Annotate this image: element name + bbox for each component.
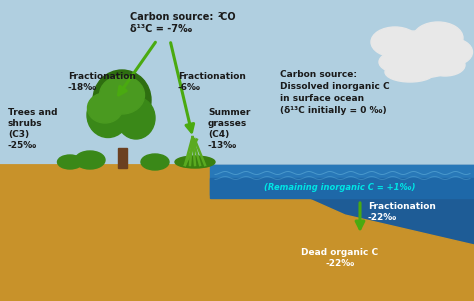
Ellipse shape	[379, 51, 421, 73]
Text: -6‰: -6‰	[178, 83, 201, 92]
Polygon shape	[210, 165, 474, 195]
Text: in surface ocean: in surface ocean	[280, 94, 364, 103]
Text: Carbon source:  CO: Carbon source: CO	[130, 12, 236, 22]
Text: grasses: grasses	[208, 119, 247, 128]
Ellipse shape	[398, 52, 453, 77]
Text: (Remaining inorganic C = +1‰): (Remaining inorganic C = +1‰)	[264, 184, 416, 193]
Ellipse shape	[371, 27, 419, 57]
Text: Fractionation: Fractionation	[368, 202, 436, 211]
Ellipse shape	[57, 155, 82, 169]
Polygon shape	[210, 165, 474, 301]
Text: Trees and: Trees and	[8, 108, 57, 117]
Text: -25‰: -25‰	[8, 141, 37, 150]
Ellipse shape	[385, 62, 435, 82]
Text: 2: 2	[218, 12, 223, 18]
Bar	[118, 148, 127, 168]
Text: Dead organic C: Dead organic C	[301, 248, 379, 257]
Polygon shape	[210, 178, 474, 198]
Ellipse shape	[425, 54, 465, 76]
Ellipse shape	[93, 70, 151, 130]
Text: Fractionation: Fractionation	[178, 72, 246, 81]
Text: Dissolved inorganic C: Dissolved inorganic C	[280, 82, 390, 91]
Text: (δ¹³C initially = 0 ‰): (δ¹³C initially = 0 ‰)	[280, 106, 387, 115]
Text: -13‰: -13‰	[208, 141, 237, 150]
Text: shrubs: shrubs	[8, 119, 43, 128]
Polygon shape	[0, 165, 474, 301]
Ellipse shape	[413, 22, 463, 54]
Text: δ¹³C = -7‰: δ¹³C = -7‰	[130, 24, 192, 34]
Ellipse shape	[141, 154, 169, 170]
Text: Carbon source:: Carbon source:	[280, 70, 357, 79]
Ellipse shape	[117, 97, 155, 139]
Text: -22‰: -22‰	[368, 213, 397, 222]
Text: -22‰: -22‰	[325, 259, 355, 268]
Ellipse shape	[75, 151, 105, 169]
Ellipse shape	[428, 38, 473, 66]
Text: -18‰: -18‰	[68, 83, 97, 92]
Text: (C4): (C4)	[208, 130, 229, 139]
Ellipse shape	[175, 156, 215, 168]
Polygon shape	[0, 165, 474, 301]
Ellipse shape	[100, 76, 145, 114]
Ellipse shape	[87, 92, 129, 138]
Ellipse shape	[88, 93, 122, 123]
Text: Summer: Summer	[208, 108, 250, 117]
Text: (C3): (C3)	[8, 130, 29, 139]
Ellipse shape	[383, 31, 447, 69]
Text: Fractionation: Fractionation	[68, 72, 136, 81]
